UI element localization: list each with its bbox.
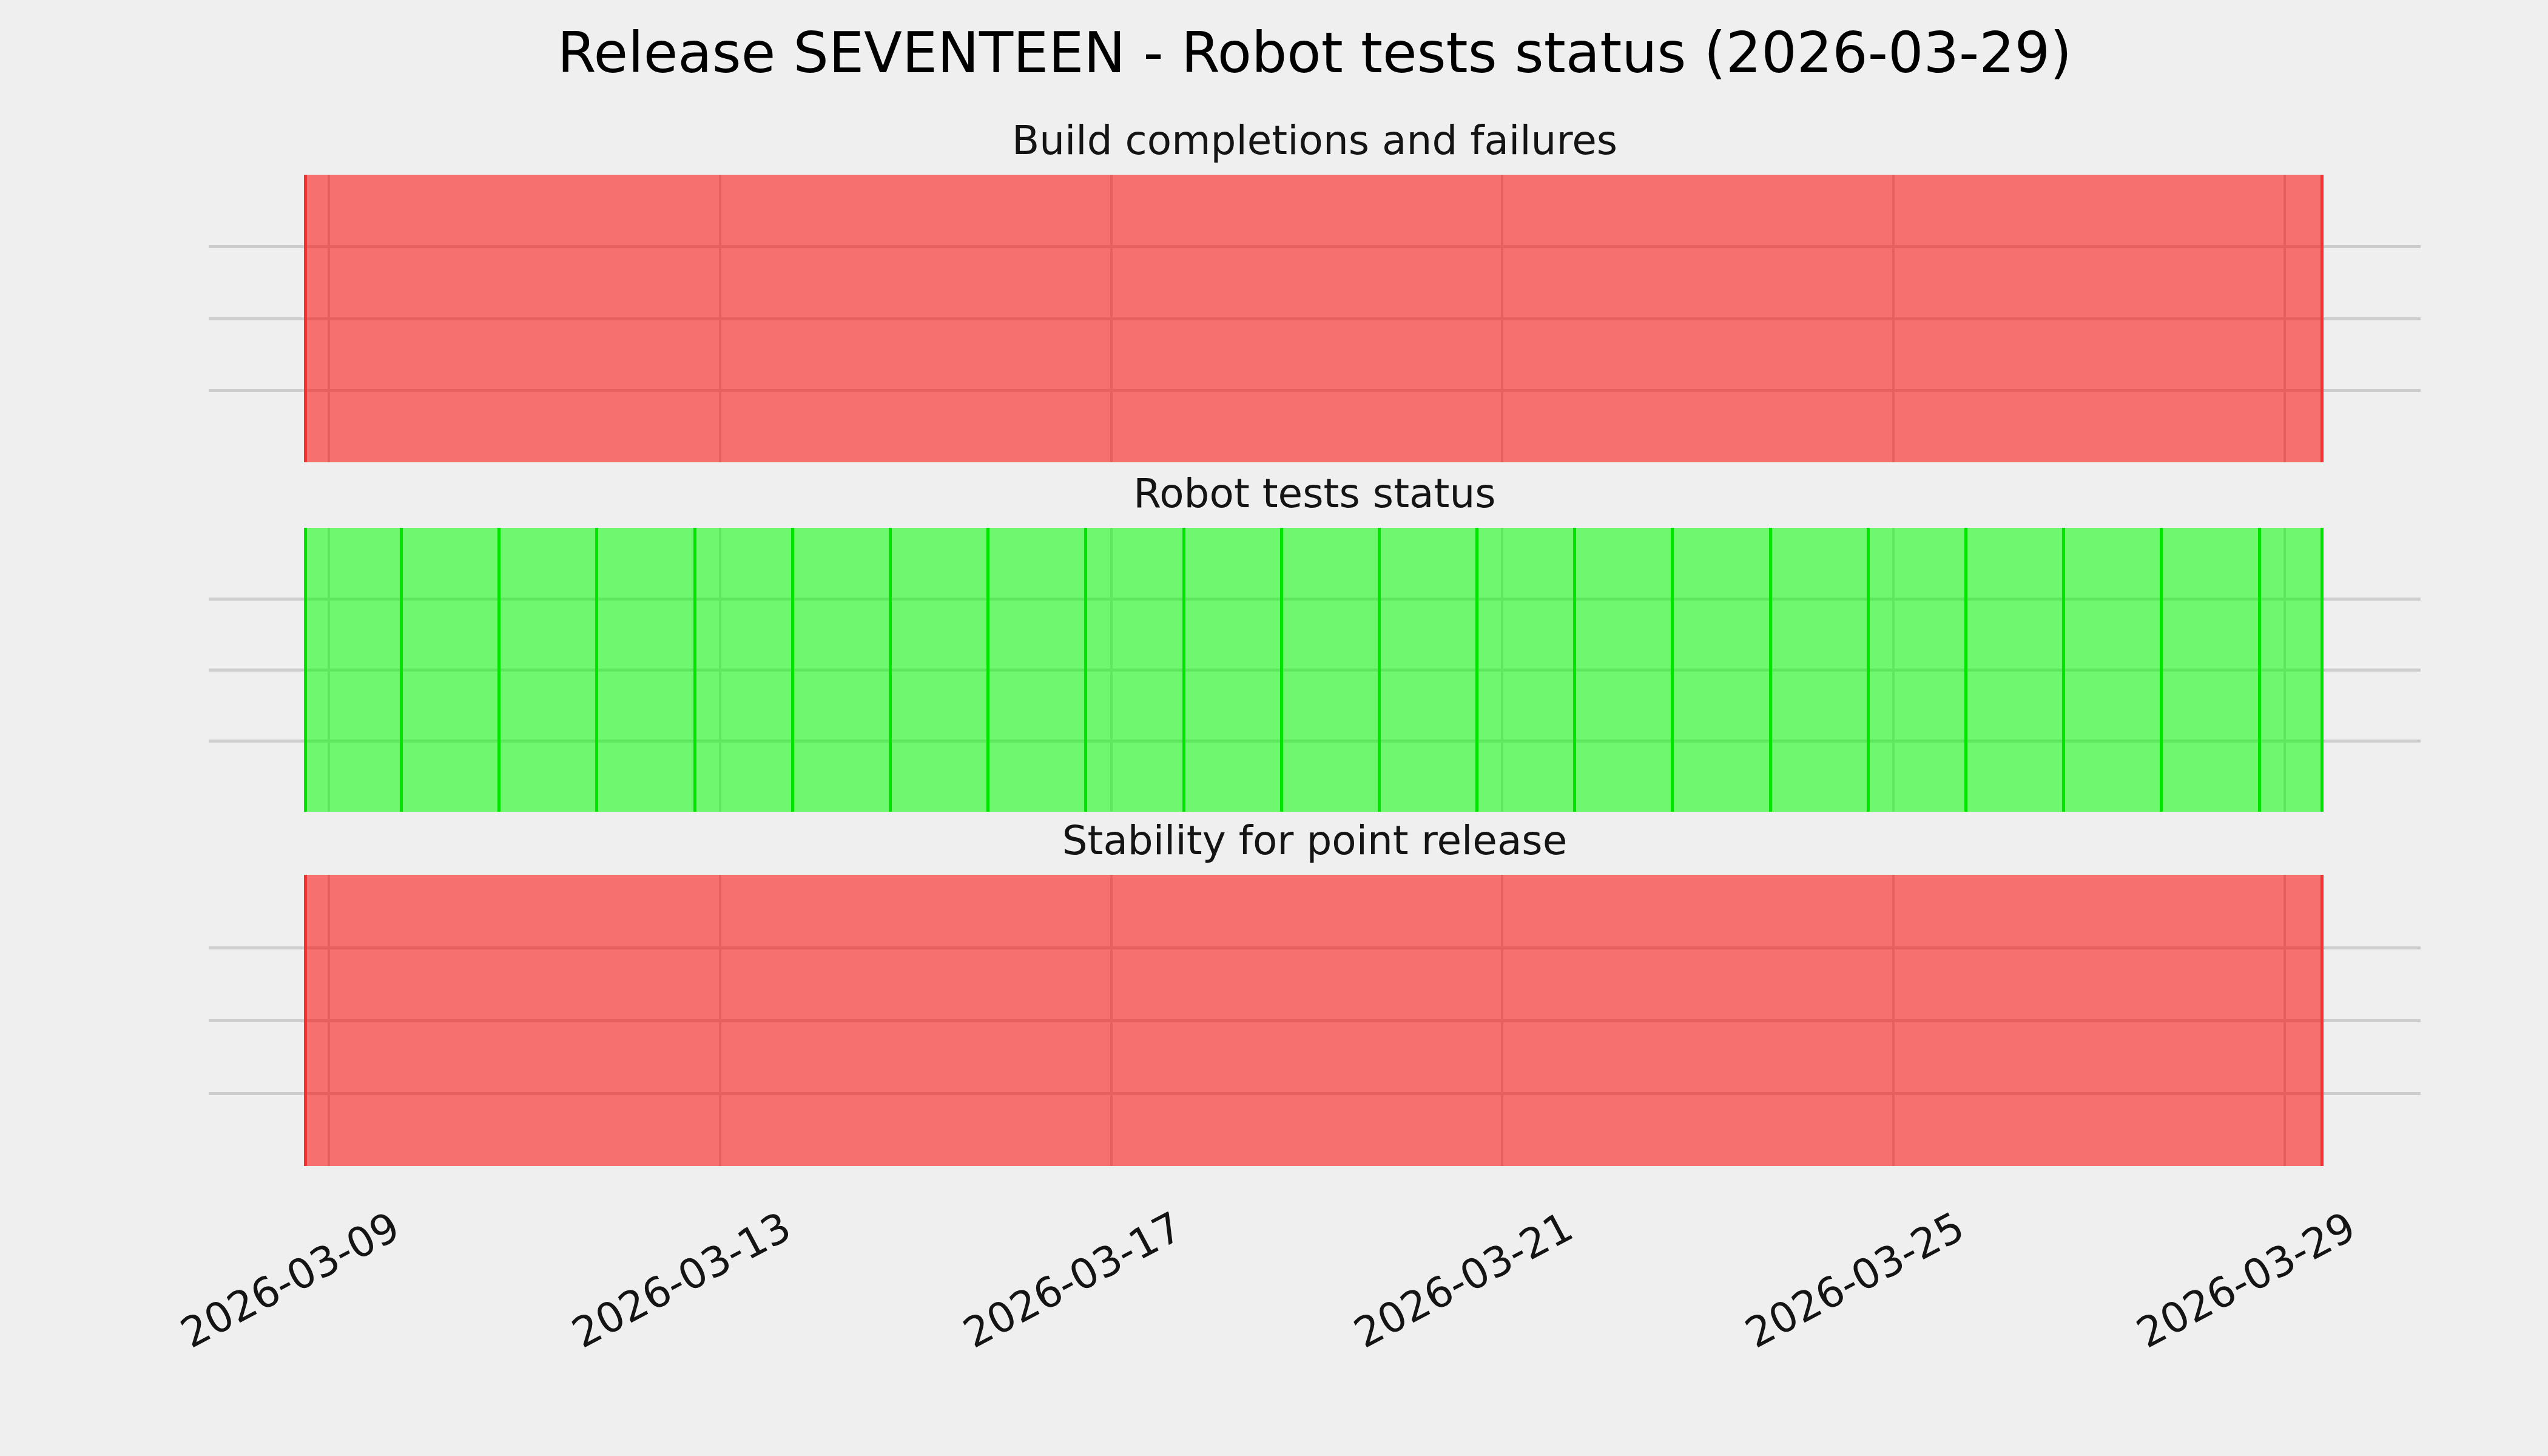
event-line-green bbox=[2062, 528, 2065, 812]
event-line-green bbox=[400, 528, 403, 812]
subplot-title-robot-tests: Robot tests status bbox=[209, 470, 2421, 517]
event-line-green bbox=[2160, 528, 2163, 812]
subplot-title-build-completions: Build completions and failures bbox=[209, 117, 2421, 164]
event-line-green bbox=[1084, 528, 1087, 812]
event-line-green bbox=[1182, 528, 1185, 812]
event-line-green bbox=[595, 528, 598, 812]
plot-area-robot-tests bbox=[209, 528, 2421, 812]
event-line-red bbox=[2320, 875, 2324, 1166]
event-line-green bbox=[1867, 528, 1870, 812]
event-line-green bbox=[1280, 528, 1283, 812]
event-line-green bbox=[791, 528, 794, 812]
event-line-green bbox=[497, 528, 500, 812]
plot-area-build-completions bbox=[209, 175, 2421, 462]
event-line-green bbox=[1378, 528, 1381, 812]
event-line-green bbox=[304, 528, 307, 812]
figure-title: Release SEVENTEEN - Robot tests status (… bbox=[209, 21, 2421, 86]
x-tick-label: 2026-03-25 bbox=[1737, 1202, 1972, 1357]
event-line-green bbox=[1671, 528, 1674, 812]
plot-area-stability bbox=[209, 875, 2421, 1166]
status-span-green bbox=[306, 528, 2322, 812]
x-tick-label: 2026-03-29 bbox=[2129, 1202, 2363, 1357]
event-line-green bbox=[986, 528, 989, 812]
x-tick-label: 2026-03-17 bbox=[956, 1202, 1190, 1357]
figure: Release SEVENTEEN - Robot tests status (… bbox=[0, 0, 2548, 1456]
event-line-green bbox=[1573, 528, 1576, 812]
event-line-green bbox=[2320, 528, 2324, 812]
event-line-red bbox=[304, 875, 307, 1166]
x-tick-label: 2026-03-09 bbox=[173, 1202, 407, 1357]
event-line-red bbox=[304, 175, 307, 462]
event-line-red bbox=[2320, 175, 2324, 462]
x-tick-label: 2026-03-21 bbox=[1347, 1202, 1581, 1357]
subplot-title-stability: Stability for point release bbox=[209, 817, 2421, 864]
event-line-green bbox=[1964, 528, 1967, 812]
event-line-green bbox=[1769, 528, 1772, 812]
event-line-green bbox=[2258, 528, 2261, 812]
event-line-green bbox=[1475, 528, 1478, 812]
event-line-green bbox=[693, 528, 696, 812]
status-span-red bbox=[306, 875, 2322, 1166]
event-line-green bbox=[889, 528, 892, 812]
status-span-red bbox=[306, 175, 2322, 462]
x-tick-label: 2026-03-13 bbox=[564, 1202, 798, 1357]
